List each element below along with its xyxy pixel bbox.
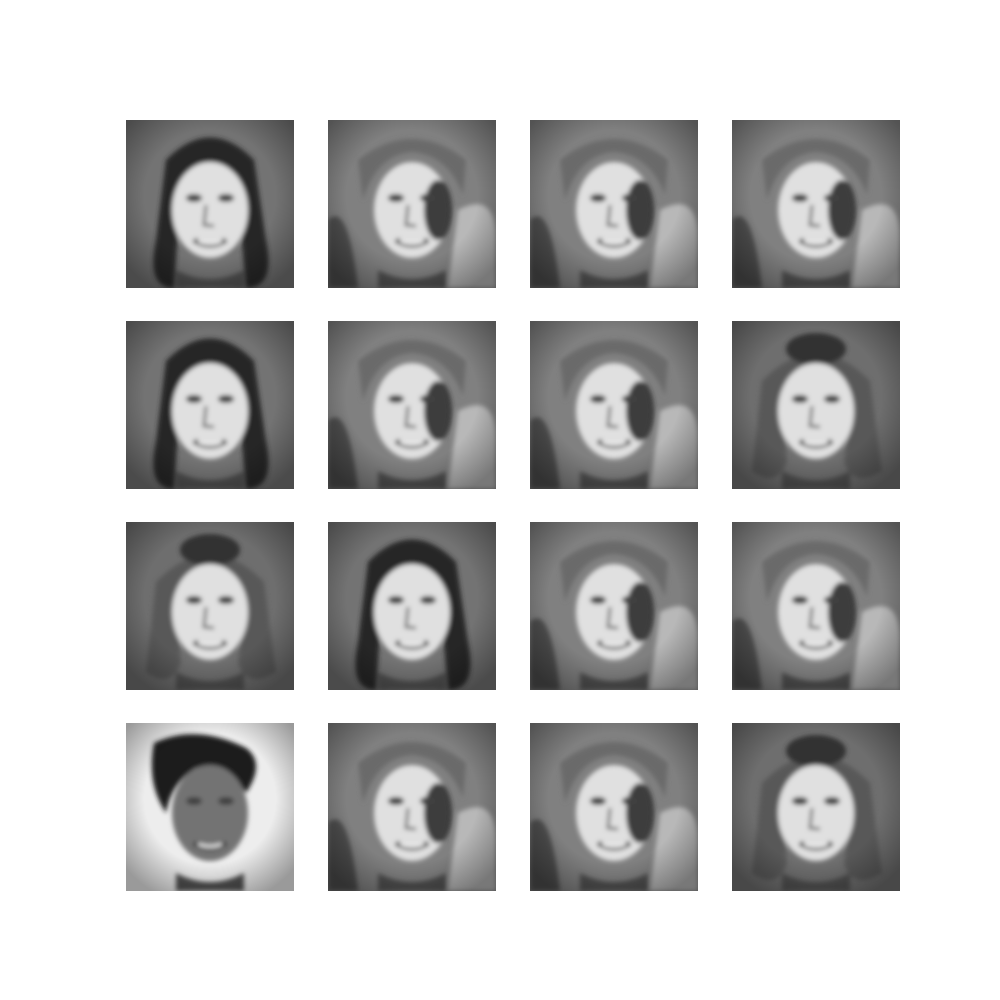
face-image-tile	[530, 321, 698, 489]
face-image-tile	[328, 723, 496, 891]
face-image-tile	[328, 522, 496, 690]
face-image-tile	[732, 723, 900, 891]
face-image-tile	[732, 321, 900, 489]
face-image-tile	[328, 120, 496, 288]
face-image-tile	[530, 522, 698, 690]
face-image-tile	[126, 321, 294, 489]
face-image-tile	[126, 723, 294, 891]
face-image-tile	[126, 120, 294, 288]
face-image-tile	[328, 321, 496, 489]
face-image-tile	[530, 120, 698, 288]
face-image-tile	[732, 522, 900, 690]
face-image-tile	[732, 120, 900, 288]
face-image-tile	[530, 723, 698, 891]
face-image-tile	[126, 522, 294, 690]
